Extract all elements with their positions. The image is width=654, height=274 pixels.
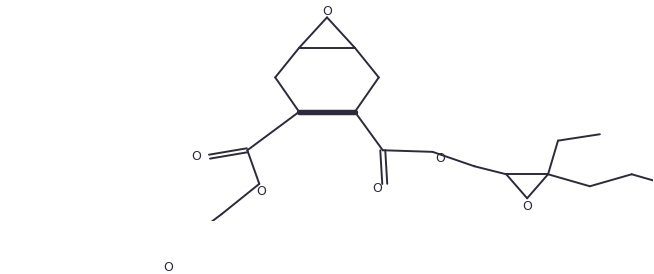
Text: O: O: [322, 5, 332, 18]
Text: O: O: [436, 152, 445, 165]
Text: O: O: [522, 200, 532, 213]
Text: O: O: [256, 185, 266, 198]
Text: O: O: [372, 182, 382, 195]
Text: O: O: [192, 150, 201, 163]
Text: O: O: [164, 261, 173, 274]
